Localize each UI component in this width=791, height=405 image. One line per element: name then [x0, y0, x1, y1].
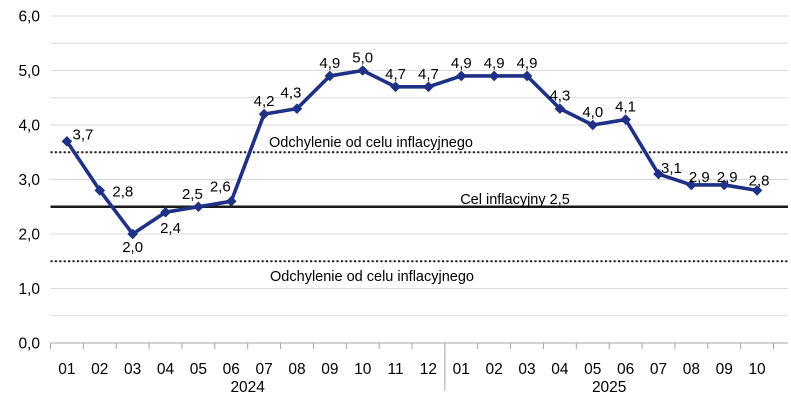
y-axis-tick-label: 6,0 — [18, 9, 40, 26]
x-axis-tick-label: 02 — [486, 361, 503, 378]
data-point-marker — [291, 103, 303, 114]
x-axis-tick-label: 08 — [288, 361, 305, 378]
data-point-label: 4,7 — [418, 66, 439, 83]
x-axis-tick-label: 05 — [584, 361, 601, 378]
data-point-label: 4,7 — [385, 66, 406, 83]
data-point-marker — [488, 70, 500, 82]
data-point-label: 3,7 — [73, 126, 94, 143]
data-point-label: 4,1 — [615, 99, 636, 116]
x-axis-tick-label: 04 — [157, 361, 175, 378]
year-label: 2024 — [230, 379, 265, 396]
x-axis-tick-label: 03 — [518, 361, 535, 378]
data-point-marker — [521, 70, 533, 82]
reference-labels: Odchylenie od celu inflacyjnego Cel infla… — [269, 135, 570, 285]
data-point-marker — [620, 114, 631, 125]
reference-lines — [50, 151, 788, 263]
data-point-marker — [160, 206, 171, 218]
data-point-label: 2,8 — [749, 172, 770, 189]
x-axis-tick-label: 04 — [551, 361, 569, 378]
y-axis-tick-label: 5,0 — [18, 63, 40, 80]
x-axis-tick-label: 01 — [58, 361, 75, 378]
data-point-label: 2,5 — [182, 186, 203, 203]
data-point-label: 4,9 — [484, 55, 505, 72]
series-line — [65, 68, 759, 236]
data-point-label: 4,3 — [281, 85, 302, 102]
data-point-label: 4,9 — [319, 55, 340, 72]
data-point-marker — [357, 65, 369, 76]
data-point-marker — [94, 185, 106, 196]
x-axis-tick-label: 01 — [453, 361, 470, 378]
data-point-marker — [686, 179, 697, 191]
x-axis-tick-label: 02 — [91, 361, 108, 378]
data-point-labels: 3,7 2,8 2,0 2,42,5 2,6 4,2 4,3 4,9 5,0 4,7 4,7 4,9 4… — [73, 50, 770, 257]
data-point-label: 2,0 — [122, 239, 143, 256]
x-axis-tick-label: 08 — [683, 361, 700, 378]
data-point-label: 2,8 — [112, 183, 133, 200]
y-axis-tick-label: 4,0 — [18, 118, 40, 135]
x-axis-tick-label: 03 — [124, 361, 141, 378]
data-point-label: 2,6 — [210, 178, 231, 195]
data-point-marker — [61, 136, 73, 147]
x-axis-tick-label: 06 — [617, 361, 634, 378]
data-point-marker — [390, 81, 401, 93]
x-axis-tick-label: 11 — [388, 361, 404, 378]
x-axis-tick-label: 06 — [223, 361, 240, 378]
y-axis-labels: 0,0 1,0 2,0 3,0 4,0 5,0 6,0 — [18, 9, 40, 353]
data-point-marker — [324, 70, 336, 82]
data-point-label: 4,3 — [549, 88, 570, 105]
x-axis-tick-label: 07 — [650, 361, 667, 378]
deviation-band-label: Odchylenie od celu inflacyjnego — [269, 135, 473, 151]
data-point-label: 3,1 — [661, 160, 682, 177]
inflation-target-label: Cel inflacyjny 2,5 — [460, 192, 570, 208]
x-axis-tick-label: 10 — [354, 361, 372, 378]
data-point-label: 2,4 — [160, 220, 181, 237]
data-point-marker — [751, 185, 763, 196]
deviation-band-label: Odchylenie od celu inflacyjnego — [270, 269, 474, 285]
data-point-marker — [455, 70, 467, 82]
year-label: 2025 — [592, 379, 626, 396]
data-point-marker — [423, 81, 434, 93]
data-point-label: 4,0 — [582, 104, 603, 121]
x-axis-tick-label: 05 — [190, 361, 207, 378]
cpi-series — [61, 65, 763, 240]
x-axis-tick-label: 09 — [321, 361, 338, 378]
data-point-marker — [718, 179, 730, 191]
data-point-label: 2,9 — [717, 169, 738, 186]
x-axis-tick-label: 09 — [716, 361, 733, 378]
data-point-marker — [554, 103, 566, 114]
x-axis-tick-label: 07 — [255, 361, 272, 378]
x-axis-tick-label: 10 — [748, 361, 766, 378]
y-axis-tick-label: 1,0 — [18, 281, 40, 298]
x-axis-labels: 01 02 03 04 05 06 07 08 09 10 11 12 01 02 03 04 05 06 07 08… — [58, 361, 766, 378]
data-point-marker — [587, 119, 599, 131]
data-point-marker — [225, 196, 237, 207]
data-point-marker — [258, 108, 270, 120]
x-axis — [50, 342, 788, 391]
data-point-label: 2,9 — [689, 169, 710, 186]
data-point-marker — [653, 168, 664, 180]
y-axis-tick-label: 0,0 — [18, 336, 40, 353]
data-point-marker — [127, 228, 138, 240]
x-axis-tick-label: 12 — [420, 361, 437, 378]
data-point-label: 5,0 — [352, 50, 373, 67]
year-labels: 2024 2025 — [230, 379, 626, 396]
y-axis-tick-label: 2,0 — [18, 227, 40, 244]
data-point-label: 4,9 — [517, 55, 538, 72]
data-point-marker — [193, 201, 204, 213]
data-point-label: 4,9 — [451, 55, 472, 72]
data-point-label: 4,2 — [254, 93, 275, 110]
y-axis-tick-label: 3,0 — [18, 172, 40, 189]
